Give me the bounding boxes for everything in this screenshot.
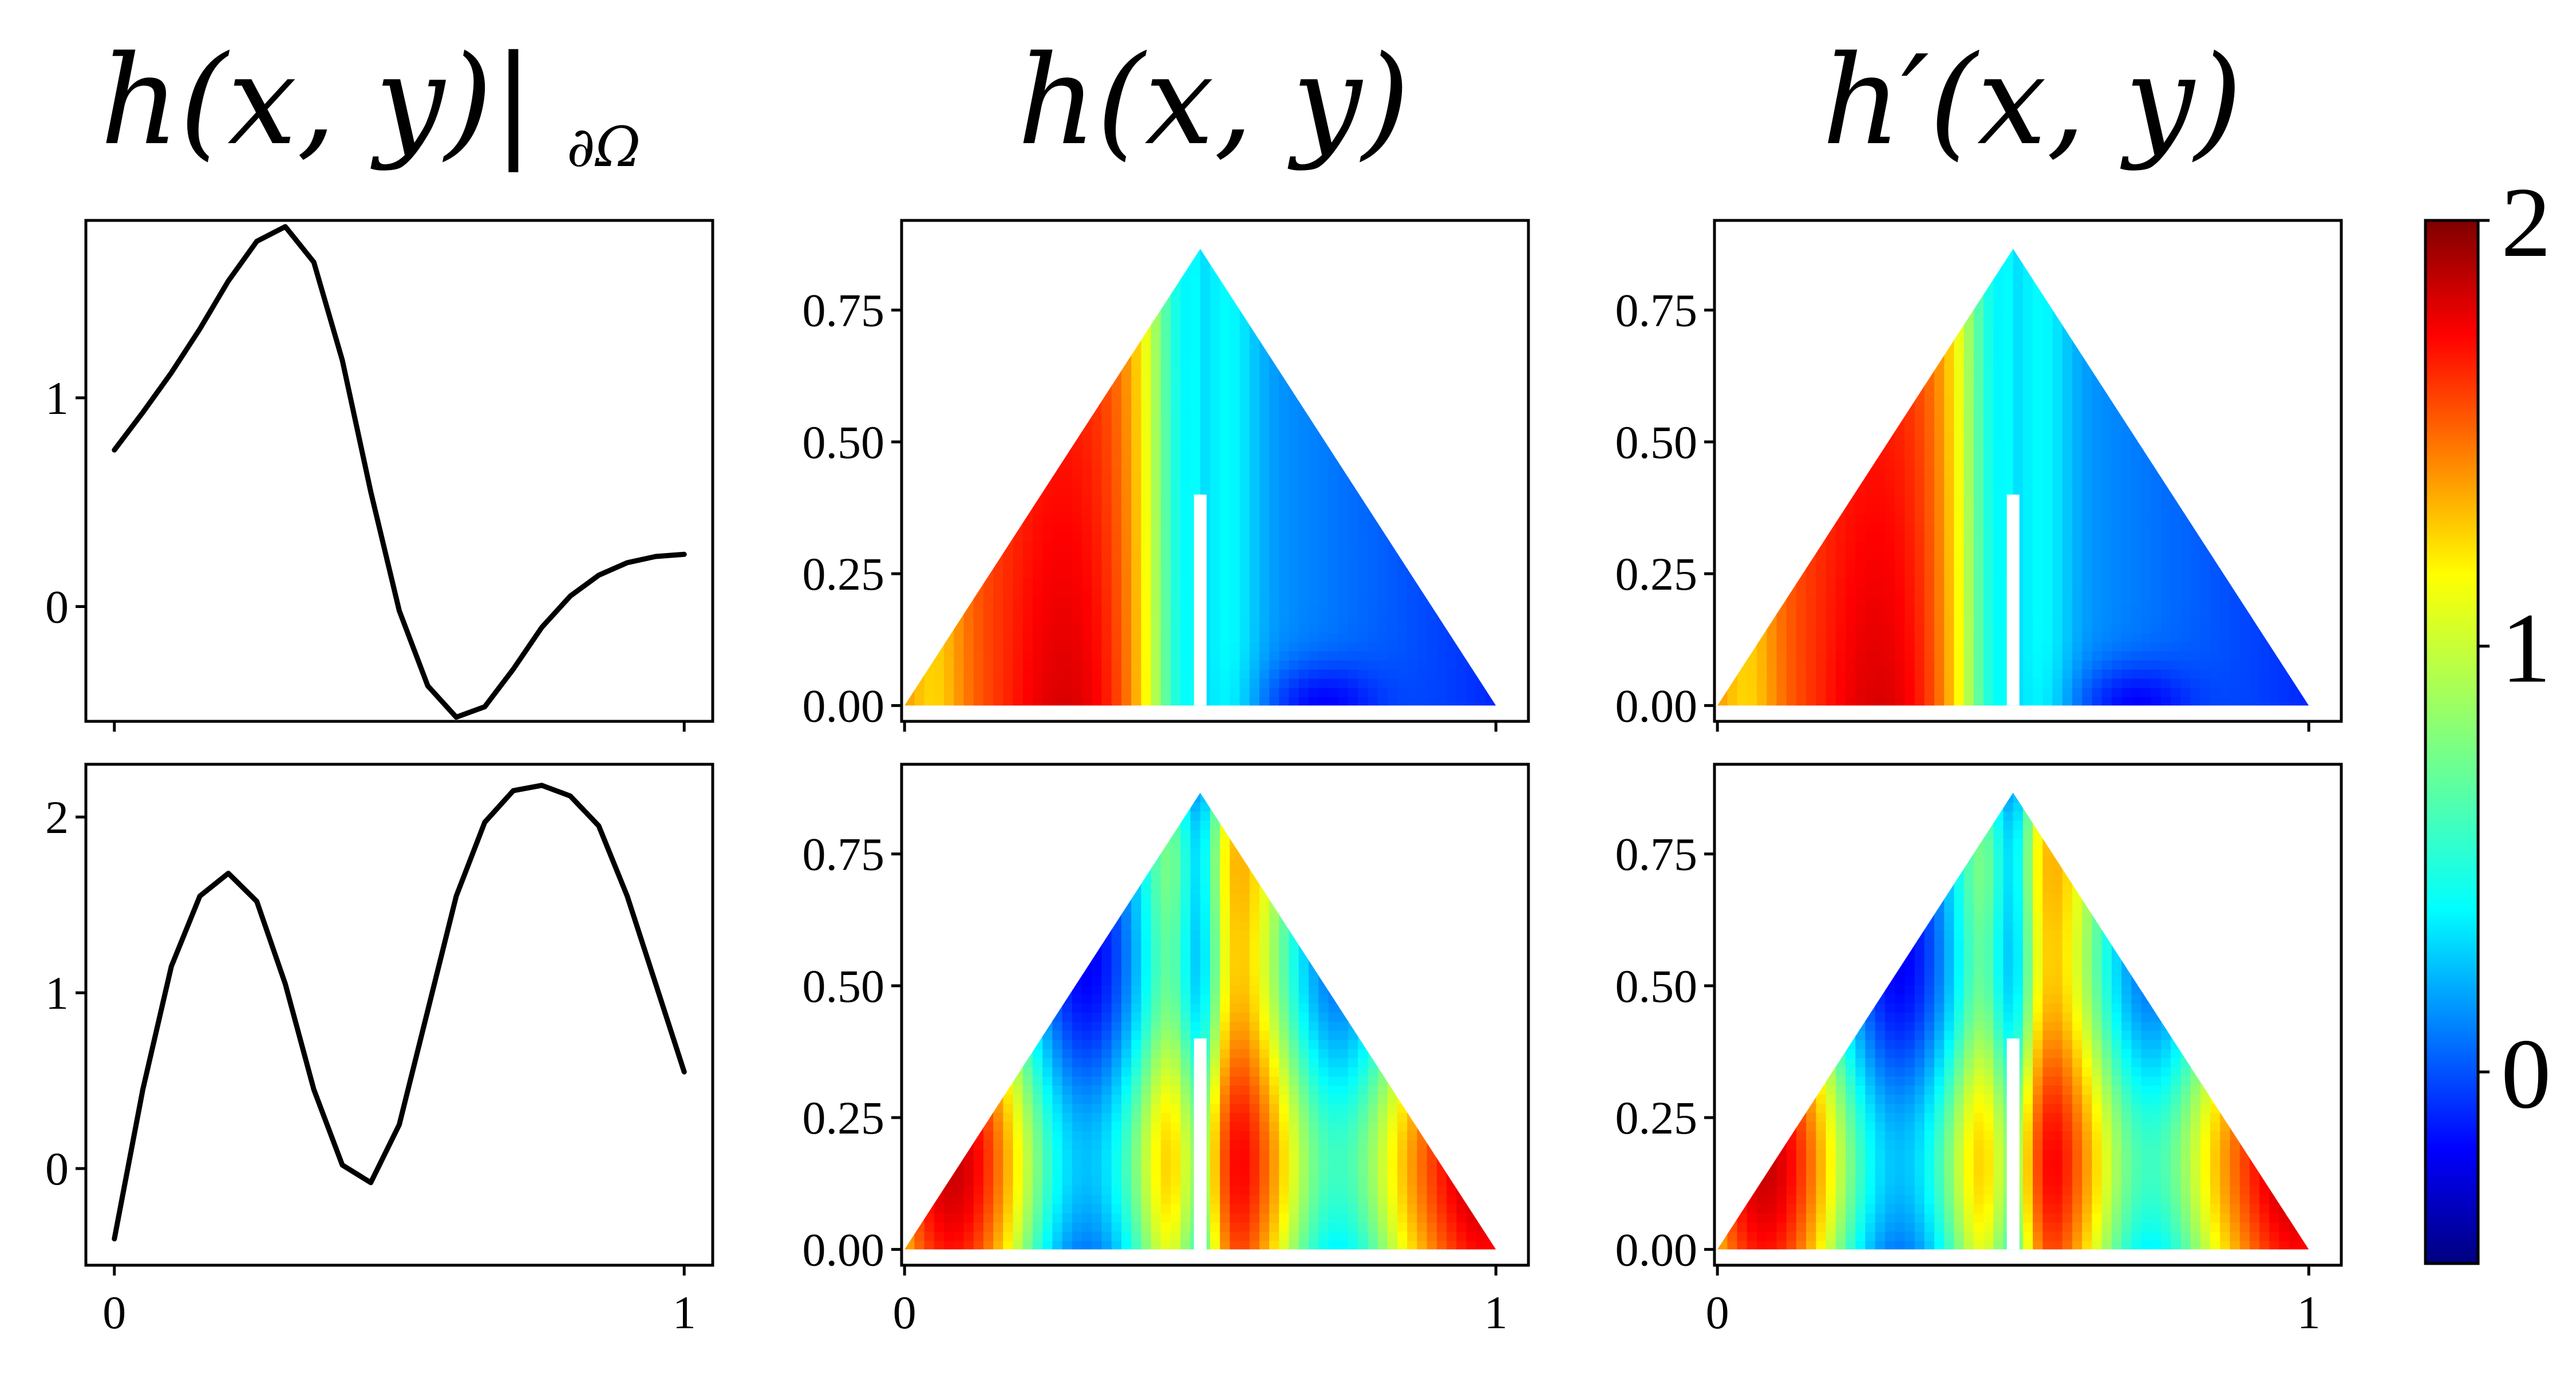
- y-tick-label: 0.50: [803, 416, 885, 468]
- y-tick-label: 0.75: [1615, 285, 1698, 337]
- title-boundary-subscript: ∂Ω: [567, 115, 641, 179]
- y-tick-label: 0.00: [803, 680, 885, 732]
- axes-frame: [900, 763, 1530, 1267]
- x-tick-label: 0: [893, 1286, 916, 1339]
- title-h: h(x, y): [1017, 29, 1410, 172]
- colorbar-tick-label: 1: [2501, 593, 2551, 704]
- y-tick-label: 0.25: [1615, 1092, 1698, 1144]
- panel-bottom-middle: 0.00 0.25 0.50 0.75 0 1: [803, 763, 1530, 1339]
- colorbar-tick-label: 2: [2501, 167, 2551, 278]
- colorbar-tick-label: 0: [2501, 1018, 2551, 1129]
- x-tick-label: 1: [1484, 1286, 1508, 1339]
- colorbar: [2425, 220, 2478, 1264]
- y-tick-label: 0.00: [1615, 680, 1698, 732]
- slit: [2006, 494, 2020, 706]
- series-line: [112, 783, 687, 1242]
- title-h-prime: h′(x, y): [1822, 29, 2242, 172]
- y-tick-label: 0.50: [1615, 416, 1698, 468]
- panel-top-left: 01: [45, 219, 714, 732]
- slit: [1194, 494, 1207, 706]
- axes-frame: [84, 763, 714, 1267]
- axes-frame: [84, 219, 714, 723]
- slit: [2006, 1038, 2020, 1250]
- panel-top-right: 0.00 0.25 0.50 0.75: [1615, 219, 2343, 732]
- panel-bottom-right: 0.00 0.25 0.50 0.75 0 1: [1615, 763, 2343, 1339]
- y-tick-label: 0.50: [803, 960, 885, 1012]
- slit: [1194, 1038, 1207, 1250]
- panel-bottom-left: 0 1 2 0 1: [45, 763, 714, 1339]
- y-tick-label: 1: [45, 967, 69, 1019]
- y-tick-label: 0.75: [1615, 828, 1698, 881]
- y-tick-label: 0.00: [1615, 1223, 1698, 1276]
- y-tick-label: 0.75: [803, 285, 885, 337]
- y-tick-label: 2: [45, 791, 69, 843]
- colorbar-ticks: 0 1 2: [2478, 167, 2551, 1129]
- y-tick-label: 0.00: [803, 1223, 885, 1276]
- axes-frame: [1713, 219, 2343, 723]
- y-tick-label: 0.25: [803, 548, 885, 600]
- y-tick-label: 0.50: [1615, 960, 1698, 1012]
- x-tick-label: 1: [2297, 1286, 2321, 1339]
- series-line: [112, 224, 687, 720]
- axes-frame: [1713, 763, 2343, 1267]
- x-tick-label: 0: [102, 1286, 126, 1339]
- y-tick-label: 0.25: [1615, 548, 1698, 600]
- y-tick-label: 0.25: [803, 1092, 885, 1144]
- panel-top-middle: 0.00 0.25 0.50 0.75: [803, 219, 1530, 732]
- title-boundary: h(x, y)|: [100, 29, 534, 172]
- y-tick-label: 1: [45, 372, 69, 424]
- x-tick-label: 1: [673, 1286, 696, 1339]
- axes-frame: [900, 219, 1530, 723]
- y-tick-label: 0: [45, 1143, 69, 1195]
- y-tick-label: 0.75: [803, 828, 885, 881]
- colorbar-frame: [2424, 219, 2480, 1265]
- y-tick-label: 0: [45, 581, 69, 633]
- x-tick-label: 0: [1706, 1286, 1729, 1339]
